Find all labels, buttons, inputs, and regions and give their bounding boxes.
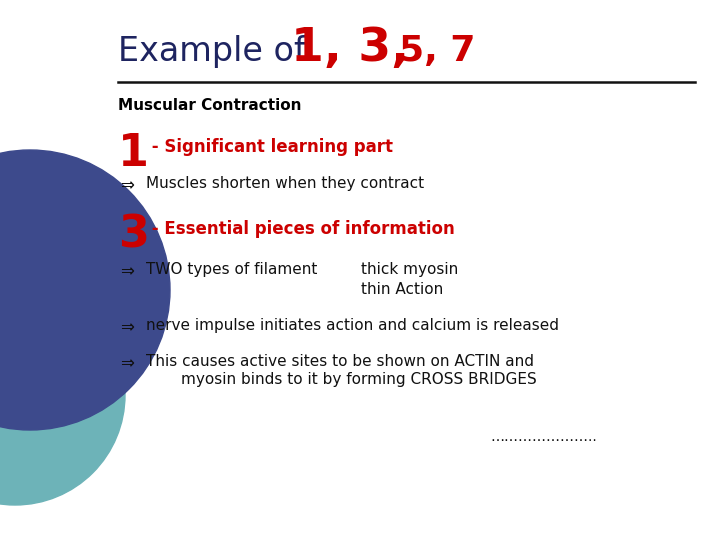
Text: Muscles shorten when they contract: Muscles shorten when they contract (146, 176, 424, 191)
Text: nerve impulse initiates action and calcium is released: nerve impulse initiates action and calci… (146, 318, 559, 333)
Text: …………………..: ………………….. (490, 430, 597, 444)
Text: TWO types of filament: TWO types of filament (146, 262, 318, 277)
Text: thin Action: thin Action (361, 282, 444, 297)
Text: - Significant learning part: - Significant learning part (146, 138, 393, 156)
Circle shape (0, 150, 170, 430)
Circle shape (0, 285, 125, 505)
Text: ⇒: ⇒ (120, 262, 134, 280)
Text: thick myosin: thick myosin (361, 262, 458, 277)
Text: Example of: Example of (118, 36, 316, 69)
Text: 1, 3,: 1, 3, (291, 25, 409, 71)
Text: 5, 7: 5, 7 (399, 34, 475, 68)
Text: - Essential pieces of information: - Essential pieces of information (146, 220, 455, 238)
Text: ⇒: ⇒ (120, 176, 134, 194)
Text: Muscular Contraction: Muscular Contraction (118, 98, 302, 113)
Text: myosin binds to it by forming CROSS BRIDGES: myosin binds to it by forming CROSS BRID… (181, 372, 536, 387)
Text: 3: 3 (118, 214, 149, 257)
Text: ⇒: ⇒ (120, 318, 134, 336)
Text: 1: 1 (118, 132, 149, 175)
Text: This causes active sites to be shown on ACTIN and: This causes active sites to be shown on … (146, 354, 534, 369)
Text: ⇒: ⇒ (120, 354, 134, 372)
